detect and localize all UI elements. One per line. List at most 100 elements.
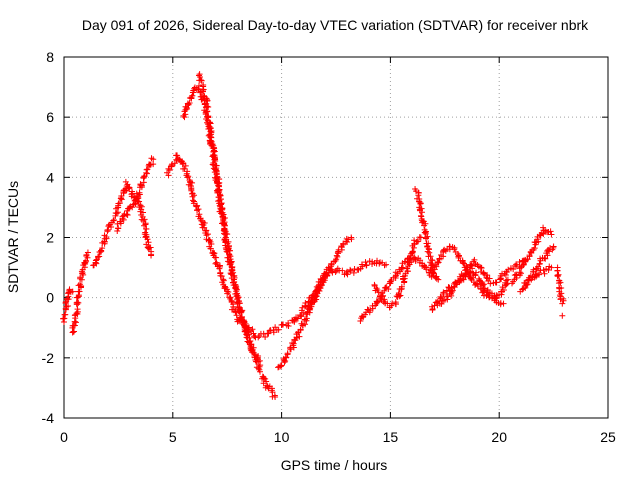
data-point-marker <box>306 304 313 311</box>
data-point-marker <box>376 260 383 267</box>
data-point-marker <box>180 160 187 167</box>
data-point-marker <box>110 217 117 224</box>
series-arc2 <box>69 249 91 336</box>
data-point-marker <box>483 274 490 281</box>
data-point-marker <box>505 266 512 273</box>
data-point-marker <box>500 286 507 293</box>
data-point-marker <box>437 293 444 300</box>
data-point-marker <box>181 114 188 121</box>
data-point-marker <box>143 166 150 173</box>
data-point-marker <box>229 267 236 274</box>
series-arc6 <box>164 152 255 334</box>
data-point-marker <box>486 275 493 282</box>
data-point-marker <box>418 209 425 216</box>
series-arc21 <box>554 264 567 307</box>
data-point-marker <box>283 354 290 361</box>
data-point-marker <box>324 272 331 279</box>
data-point-marker <box>183 105 190 112</box>
data-point-marker <box>467 261 474 268</box>
data-point-marker <box>165 172 172 179</box>
data-point-marker <box>265 330 272 337</box>
data-point-marker <box>217 192 224 199</box>
data-point-marker <box>219 205 226 212</box>
data-point-marker <box>60 315 67 322</box>
data-point-marker <box>398 283 405 290</box>
data-point-marker <box>233 285 240 292</box>
data-point-marker <box>387 278 394 285</box>
data-point-marker <box>467 263 474 270</box>
data-point-marker <box>525 277 532 284</box>
y-tick-label: 8 <box>46 49 54 65</box>
series-arc10 <box>275 270 329 371</box>
series-arc13 <box>371 234 424 311</box>
data-point-marker <box>374 299 381 306</box>
data-point-marker <box>423 240 430 247</box>
data-point-marker <box>65 303 72 310</box>
data-point-marker <box>417 234 424 241</box>
data-point-marker <box>255 365 262 372</box>
data-point-marker <box>382 284 389 291</box>
data-point-marker <box>409 248 416 255</box>
data-point-marker <box>523 282 530 289</box>
data-point-marker <box>292 337 299 344</box>
series-arc1 <box>60 286 76 326</box>
data-point-marker <box>245 327 252 334</box>
data-point-marker <box>209 161 216 168</box>
data-point-marker <box>224 290 231 297</box>
data-point-marker <box>231 274 238 281</box>
data-point-marker <box>141 222 148 229</box>
data-point-marker <box>213 175 220 182</box>
data-point-marker <box>202 230 209 237</box>
data-point-marker <box>497 301 504 308</box>
data-point-marker <box>362 259 369 266</box>
data-point-marker <box>144 236 151 243</box>
series-arc22 <box>559 312 566 319</box>
data-point-marker <box>297 327 304 334</box>
x-axis-label: GPS time / hours <box>281 457 388 473</box>
data-point-marker <box>487 280 494 287</box>
data-point-marker <box>173 152 180 159</box>
data-point-marker <box>350 269 357 276</box>
data-point-marker <box>322 271 329 278</box>
data-point-marker <box>253 354 260 361</box>
data-point-marker <box>196 74 203 81</box>
data-point-marker <box>472 282 479 289</box>
data-point-marker <box>256 357 263 364</box>
data-point-marker <box>189 197 196 204</box>
data-point-marker <box>559 312 566 319</box>
data-point-marker <box>404 268 411 275</box>
data-point-marker <box>383 284 390 291</box>
data-point-marker <box>332 269 339 276</box>
data-point-marker <box>557 279 564 286</box>
data-point-marker <box>375 289 382 296</box>
data-point-marker <box>242 322 249 329</box>
data-point-marker <box>412 256 419 263</box>
grid-lines <box>64 57 608 418</box>
y-tick-label: 4 <box>46 169 54 185</box>
data-point-marker <box>216 265 223 272</box>
data-point-marker <box>104 227 111 234</box>
data-point-marker <box>493 279 500 286</box>
data-point-marker <box>75 299 82 306</box>
y-tick-label: 6 <box>46 109 54 125</box>
data-point-marker <box>207 245 214 252</box>
data-point-marker <box>99 245 106 252</box>
x-tick-label: 15 <box>383 429 399 445</box>
chart-title: Day 091 of 2026, Sidereal Day-to-day VTE… <box>82 17 589 33</box>
data-point-marker <box>457 276 464 283</box>
data-point-marker <box>64 295 71 302</box>
data-point-marker <box>93 256 100 263</box>
data-point-marker <box>168 162 175 169</box>
series-arc8 <box>195 71 263 364</box>
data-point-marker <box>536 271 543 278</box>
data-point-marker <box>220 276 227 283</box>
data-point-marker <box>294 315 301 322</box>
data-point-marker <box>222 239 229 246</box>
data-point-marker <box>204 97 211 104</box>
data-point-marker <box>237 309 244 316</box>
data-point-marker <box>224 231 231 238</box>
data-point-marker <box>313 292 320 299</box>
data-point-marker <box>214 261 221 268</box>
data-point-marker <box>189 92 196 99</box>
data-point-marker <box>348 234 355 241</box>
